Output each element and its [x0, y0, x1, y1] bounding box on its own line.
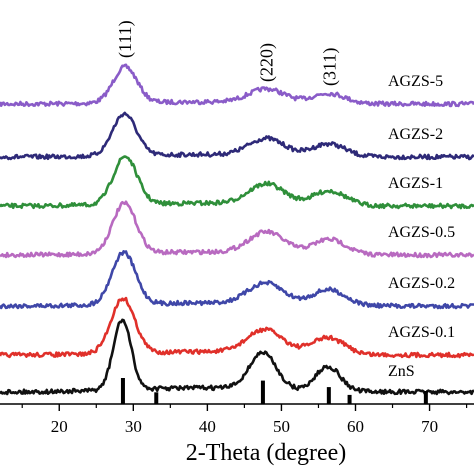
peak-label: (311)	[320, 48, 341, 86]
peak-label: (220)	[257, 43, 278, 82]
series-label: AGZS-2	[388, 126, 443, 143]
x-tick-label: 70	[421, 417, 438, 436]
series-line-zns	[0, 318, 474, 396]
series-label: AGZS-1	[388, 175, 443, 192]
x-tick-label: 20	[51, 417, 68, 436]
x-axis: 20 30 40 50 60 70	[0, 403, 474, 436]
reference-bar	[326, 387, 331, 404]
reference-bar	[260, 380, 265, 404]
series-line-agzs-0-1	[0, 296, 474, 359]
reference-bar	[347, 394, 352, 404]
series-line-agzs-0-5	[0, 200, 474, 259]
x-axis-title: 2-Theta (degree)	[186, 440, 347, 466]
series-label: AGZS-5	[388, 73, 443, 90]
reference-bar	[120, 378, 125, 404]
series-line-agzs-5	[0, 63, 474, 108]
reference-bar	[154, 392, 159, 404]
series-label: AGZS-0.1	[388, 324, 455, 341]
series-line-agzs-1	[0, 155, 474, 210]
x-tick-label: 50	[273, 417, 290, 436]
series-line-agzs-2	[0, 111, 474, 161]
peak-label: (111)	[115, 20, 136, 58]
label-layer: AGZS-5 AGZS-2 AGZS-1 AGZS-0.5 AGZS-0.2 AGZS-0…	[115, 20, 455, 380]
x-tick-label: 30	[125, 417, 142, 436]
reference-bar	[423, 391, 428, 404]
series-label: ZnS	[388, 363, 415, 380]
series-layer	[0, 63, 474, 396]
reference-layer	[120, 378, 428, 404]
series-label: AGZS-0.5	[388, 224, 455, 241]
x-tick-label: 40	[199, 417, 216, 436]
series-label: AGZS-0.2	[388, 275, 455, 292]
series-line-agzs-0-2	[0, 250, 474, 310]
x-tick-label: 60	[347, 417, 364, 436]
